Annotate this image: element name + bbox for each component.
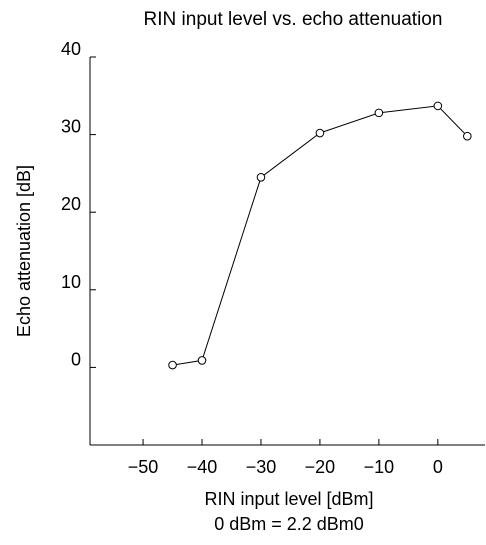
data-point: [463, 131, 472, 141]
y-axis-ticks: 0 10 20 30 40: [61, 39, 96, 369]
y-tick-label: 0: [71, 349, 81, 369]
series-line: [172, 105, 468, 366]
y-tick-label: 10: [61, 272, 81, 292]
y-axis-label: Echo attenuation [dB]: [14, 165, 34, 337]
x-axis-label: RIN input level [dBm]: [204, 489, 373, 509]
data-point: [256, 172, 266, 182]
y-tick-label: 20: [61, 194, 81, 214]
data-point: [315, 128, 325, 138]
x-tick-label: −50: [128, 457, 159, 477]
data-points: [168, 101, 472, 370]
x-axis-ticks: −50 −40 −30 −20 −10 0: [128, 439, 443, 477]
y-tick-label: 40: [61, 39, 81, 59]
x-tick-label: −20: [305, 457, 336, 477]
chart-title: RIN input level vs. echo attenuation: [144, 9, 443, 30]
y-tick-label: 30: [61, 117, 81, 137]
x-tick-label: 0: [433, 457, 443, 477]
x-tick-label: −10: [364, 457, 395, 477]
x-tick-label: −40: [187, 457, 218, 477]
data-point: [374, 108, 384, 118]
data-point: [168, 360, 177, 370]
x-tick-label: −30: [246, 457, 277, 477]
x-axis-label-note: 0 dBm = 2.2 dBm0: [214, 514, 364, 534]
data-point: [197, 356, 207, 365]
data-point: [433, 101, 443, 111]
